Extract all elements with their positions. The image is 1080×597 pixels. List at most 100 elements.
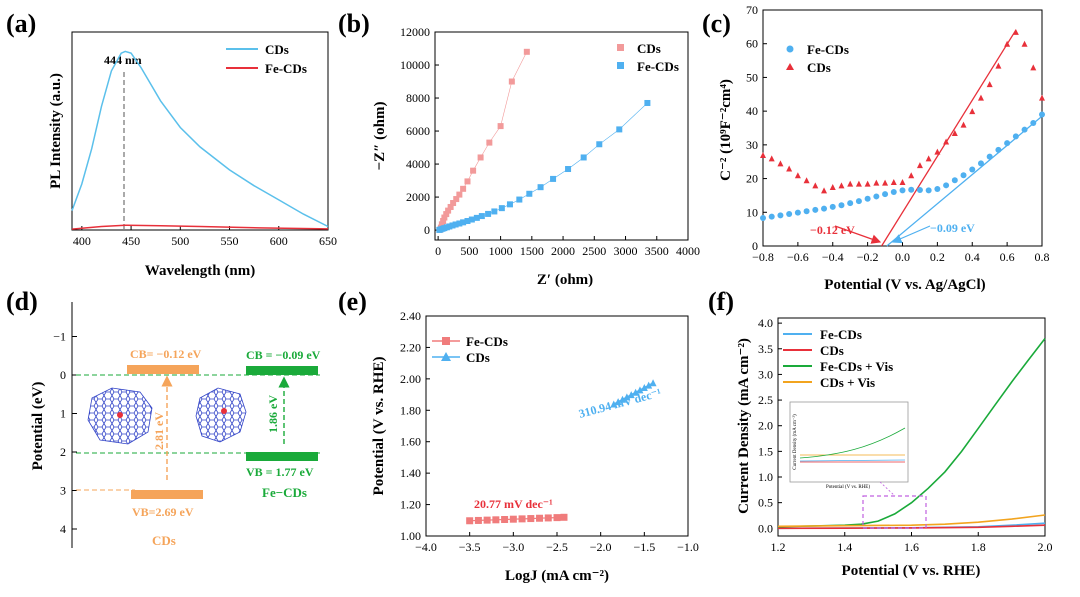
panel-a-plot <box>71 50 329 230</box>
zoom-region-box <box>862 495 927 529</box>
panel-e-point-fecds <box>509 515 517 523</box>
legend-marker-fecds <box>617 62 624 69</box>
legend-label-fecds: Fe-CDs <box>265 61 307 76</box>
panel-f-xtick-label: 1.8 <box>971 540 986 554</box>
panel-a-ylabel: PL Intensity (a.u.) <box>48 73 64 189</box>
panel-e-fecds-tafel: 20.77 mV dec⁻¹ <box>474 497 553 511</box>
panel-c-point-fecds <box>1039 111 1045 118</box>
panel-b-point-cds <box>440 218 447 225</box>
panel-b-point-cds <box>477 154 484 161</box>
panel-c-point-cds <box>812 182 819 189</box>
panel-b-point-fecds <box>580 154 587 161</box>
panel-c-point-fecds <box>969 166 976 173</box>
panel-c-ticks: −0.8 −0.6 −0.4 −0.2 0.0 0.2 0.4 0.6 0.8 0 10 20 30 40… <box>746 3 1050 264</box>
panel-d-ytick-label: 3 <box>60 484 66 498</box>
panel-b-point-cds <box>464 178 471 185</box>
panel-e-xtick-label: −1.5 <box>633 540 655 554</box>
fecds-vb-band <box>246 452 318 461</box>
panel-a-peak-label: 444 nm <box>104 53 142 67</box>
panel-c-point-cds <box>794 172 801 179</box>
panel-e-point-fecds <box>518 515 526 523</box>
panel-b-legend: CDs Fe-CDs <box>617 41 679 74</box>
panel-b-xtick-label: 500 <box>460 244 478 258</box>
panel-c-point-fecds <box>882 191 889 198</box>
panel-e-ytick-label: 1.80 <box>400 403 421 417</box>
panel-e-point-fecds <box>466 517 474 525</box>
panel-e-point-cds <box>623 393 631 401</box>
panel-c-xtick-label: −0.4 <box>822 250 844 264</box>
panel-b-point-cds <box>450 200 457 207</box>
panel-f-ytick-label: 3.5 <box>758 342 773 356</box>
panel-e-point-cds <box>645 381 653 389</box>
cds-structure-image <box>87 387 153 445</box>
panel-c-xtick-label: −0.8 <box>752 250 774 264</box>
panel-b-point-cds <box>470 167 477 174</box>
panel-f-xtick-label: 2.0 <box>1038 540 1053 554</box>
panel-b-ytick-label: 12000 <box>400 25 430 39</box>
panel-e-xtick-label: −3.0 <box>502 540 524 554</box>
panel-c-point-fecds <box>899 187 906 194</box>
panel-c-point-fecds <box>995 146 1002 153</box>
panel-c-point-cds <box>1039 94 1045 101</box>
panel-e-xtick-label: −4.0 <box>415 540 437 554</box>
panel-e-xlabel: LogJ (mA cm⁻²) <box>505 568 609 584</box>
panel-b-point-fecds <box>526 190 533 197</box>
panel-c-point-fecds <box>873 193 880 200</box>
panel-c-point-cds <box>882 179 889 186</box>
panel-b-point-fecds <box>491 208 498 215</box>
panel-c-xtick-label: −0.6 <box>787 250 809 264</box>
panel-e-point-cds <box>619 395 626 403</box>
panel-c-ytick-label: 20 <box>746 172 758 186</box>
panel-c-point-fecds <box>916 187 923 194</box>
panel-c-point-cds <box>1030 64 1037 71</box>
panel-b-point-fecds <box>468 216 475 223</box>
legend-marker-fecds <box>442 337 450 345</box>
panel-e-ytick-label: 1.40 <box>400 466 421 480</box>
panel-d-ytick-label: 2 <box>60 445 66 459</box>
panel-a-xtick-label: 600 <box>270 234 288 248</box>
panel-d-ylabel: Potential (eV) <box>30 382 46 471</box>
panel-c-cds-intercept: −0.12 eV <box>810 223 855 237</box>
panel-b-plot <box>436 48 651 233</box>
panel-e-point-fecds <box>501 516 509 523</box>
panel-b-ytick-label: 4000 <box>406 157 430 171</box>
panel-e-ytick-label: 1.60 <box>400 435 421 449</box>
panel-c-point-fecds <box>986 153 993 160</box>
panel-c-legend: Fe-CDs CDs <box>786 42 849 75</box>
panel-c-point-cds <box>873 179 880 186</box>
panel-e-point-cds <box>614 398 622 406</box>
legend-label-fecds: Fe-CDs <box>466 334 508 349</box>
panel-c-point-fecds <box>794 209 801 216</box>
panel-c-point-fecds <box>934 186 941 193</box>
panel-f-xtick-label: 1.2 <box>771 540 786 554</box>
panel-e-xtick-label: −2.0 <box>590 540 612 554</box>
legend-label-fecds: Fe-CDs <box>820 327 862 342</box>
panel-b-point-cds <box>523 48 530 55</box>
cds-name: CDs <box>152 533 176 548</box>
panel-c-xtick-label: 0.2 <box>930 250 945 264</box>
panel-b-point-fecds <box>565 166 572 173</box>
inset-ylabel: Current Density (mA cm⁻²) <box>792 414 798 470</box>
fecds-cb-label: CB = −0.09 eV <box>246 348 321 362</box>
panel-b-point-fecds <box>506 201 513 208</box>
legend-marker-fecds <box>786 45 794 53</box>
panel-f-inset: Potential (V vs. RHE) Current Density (m… <box>789 401 927 529</box>
panel-c-point-fecds <box>768 213 775 220</box>
panel-c-point-cds <box>838 182 845 189</box>
panel-b-point-cds <box>456 191 463 198</box>
panel-b-ticks: 0 500 1000 1500 2000 2500 3000 3500 4000 0 2000 400… <box>400 25 700 258</box>
panel-e-point-fecds <box>492 516 500 524</box>
panel-b-point-cds <box>460 185 467 192</box>
panel-b-ytick-label: 6000 <box>406 124 430 138</box>
panel-b-point-fecds <box>596 141 603 148</box>
inset-xlabel: Potential (V vs. RHE) <box>826 485 870 490</box>
panel-c-point-cds <box>864 180 871 187</box>
panel-b-point-fecds <box>516 196 523 203</box>
panel-c-point-fecds <box>760 215 766 222</box>
panel-b: (b) 0 500 1000 1500 2000 2500 3000 3500 4000 0 200… <box>338 9 700 288</box>
panel-b-ylabel: −Z″ (ohm) <box>372 102 388 171</box>
panel-f-series-cds-vis <box>777 514 1046 528</box>
panel-a-xtick-label: 550 <box>221 234 239 248</box>
panel-c-ytick-label: 30 <box>746 138 758 152</box>
